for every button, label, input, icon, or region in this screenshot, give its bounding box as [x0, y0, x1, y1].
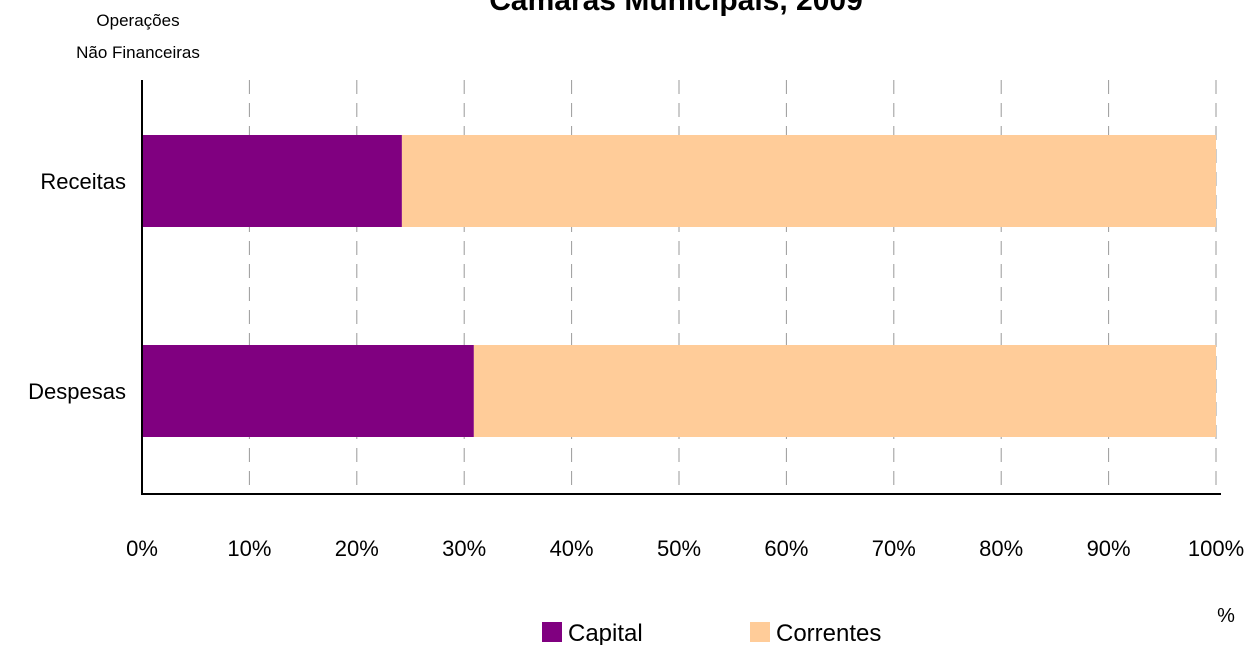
- x-tick-label-6: 60%: [764, 536, 808, 561]
- x-tick-label-1: 10%: [227, 536, 271, 561]
- x-tick-label-3: 30%: [442, 536, 486, 561]
- legend-label-capital: Capital: [568, 620, 643, 645]
- x-tick-label-4: 40%: [550, 536, 594, 561]
- legend-swatch-correntes: [750, 622, 770, 642]
- chart-title: Câmaras Municipais, 2009: [489, 0, 863, 17]
- x-axis-unit-label: %: [1217, 605, 1235, 627]
- bar-receitas-capital: [142, 135, 402, 227]
- bar-despesas-correntes: [473, 345, 1217, 437]
- x-tick-label-10: 100%: [1188, 536, 1244, 561]
- legend-label-correntes: Correntes: [776, 620, 881, 645]
- legend: Capital Correntes: [542, 620, 881, 645]
- x-tick-label-8: 80%: [979, 536, 1023, 561]
- bar-despesas-capital: [142, 345, 474, 437]
- category-labels: Receitas Despesas: [28, 169, 126, 404]
- bar-receitas-correntes: [401, 135, 1217, 227]
- x-tick-label-9: 90%: [1087, 536, 1131, 561]
- x-tick-label-0: 0%: [126, 536, 158, 561]
- legend-swatch-capital: [542, 622, 562, 642]
- bars: [142, 135, 1217, 437]
- y-axis-label-line-2: Não Financeiras: [76, 43, 200, 62]
- y-axis-label-line-1: Operações: [96, 11, 179, 30]
- x-tick-label-7: 70%: [872, 536, 916, 561]
- x-tick-labels: 0% 10% 20% 30% 40% 50% 60% 70% 80% 90% 100%: [126, 536, 1244, 561]
- category-label-receitas: Receitas: [40, 169, 126, 194]
- axes: [141, 80, 1221, 495]
- x-tick-label-2: 20%: [335, 536, 379, 561]
- x-tick-label-5: 50%: [657, 536, 701, 561]
- category-label-despesas: Despesas: [28, 379, 126, 404]
